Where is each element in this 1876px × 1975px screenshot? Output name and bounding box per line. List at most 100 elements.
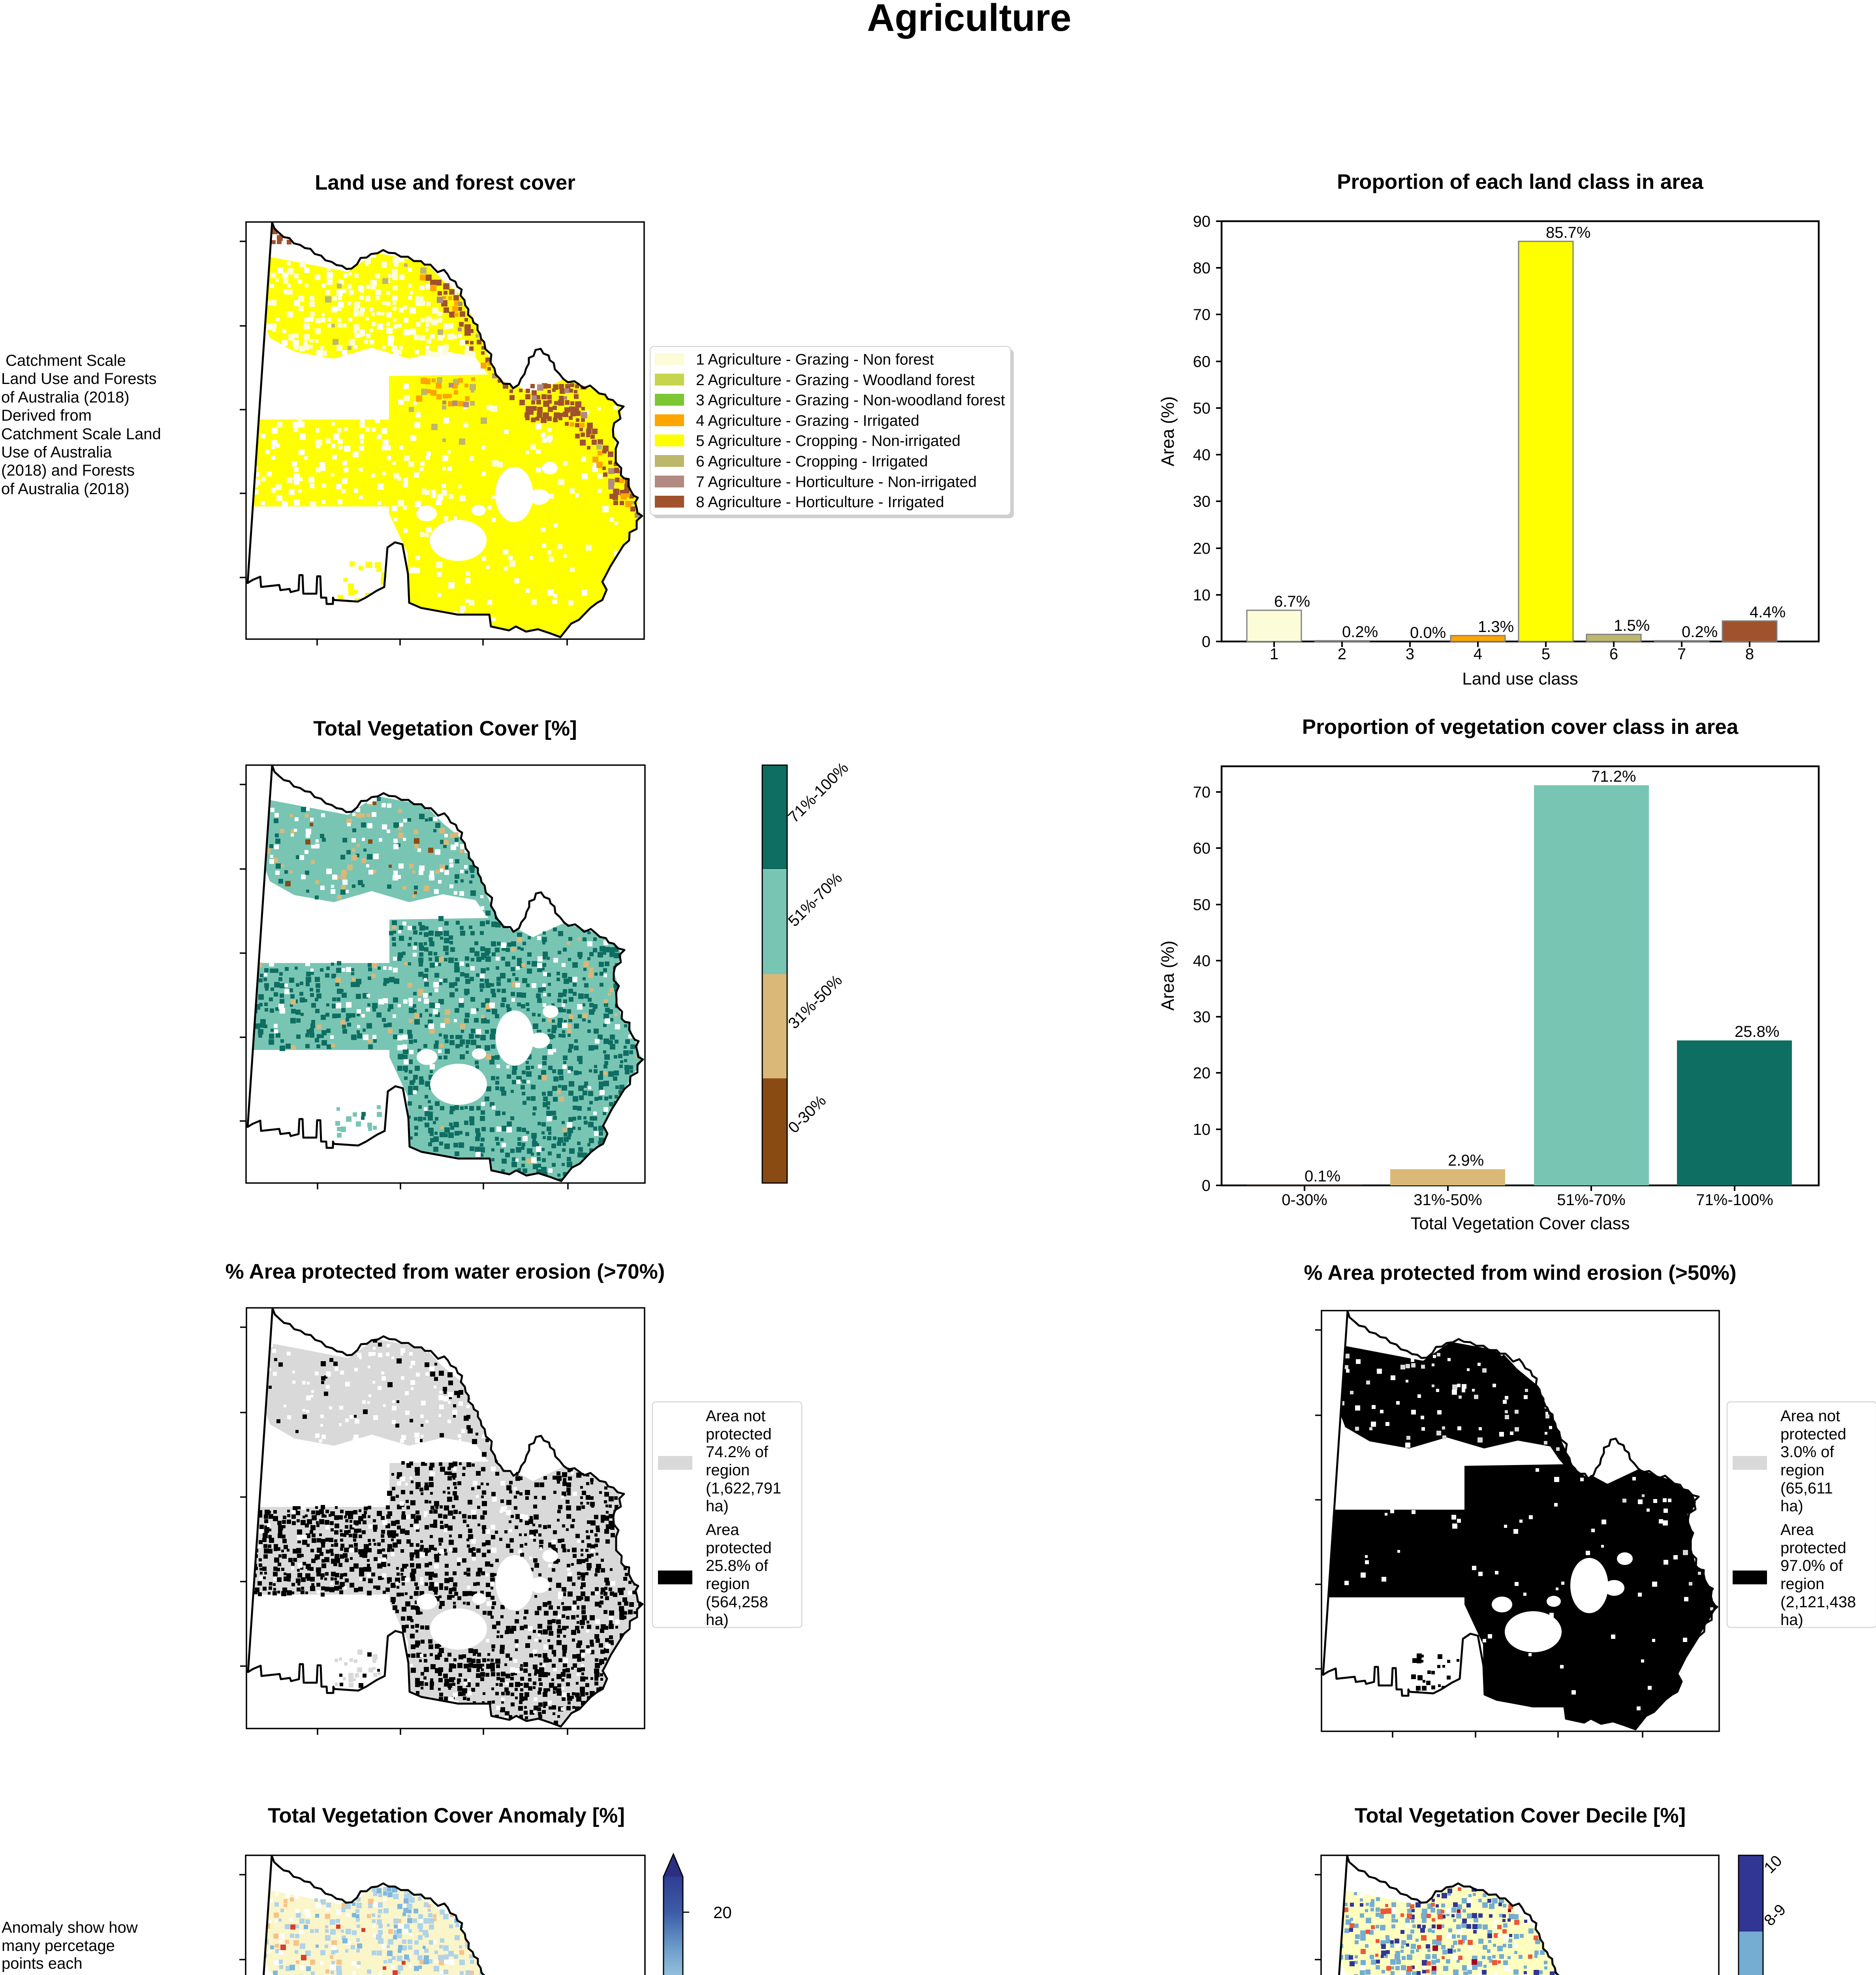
svg-text:ha): ha) (1780, 1611, 1803, 1629)
svg-text:4 Agriculture - Grazing - Irri: 4 Agriculture - Grazing - Irrigated (696, 412, 919, 429)
svg-text:6: 6 (1609, 645, 1618, 663)
svg-text:2: 2 (1338, 645, 1346, 663)
svg-text:points each: points each (2, 1955, 83, 1972)
svg-text:70: 70 (1193, 784, 1211, 801)
svg-text:protected: protected (706, 1539, 772, 1557)
svg-text:region: region (706, 1462, 750, 1479)
svg-text:Deciles show where the: Deciles show where the (802, 1973, 968, 1975)
svg-text:20: 20 (713, 1903, 732, 1922)
svg-text:3 Agriculture - Grazing - Non-: 3 Agriculture - Grazing - Non-woodland f… (696, 392, 1005, 409)
svg-text:31%-50%: 31%-50% (1414, 1191, 1482, 1209)
svg-text:Land use class: Land use class (1462, 669, 1578, 688)
svg-text:Total Vegetation Cover class: Total Vegetation Cover class (1410, 1214, 1630, 1233)
svg-text:71%-100%: 71%-100% (1696, 1191, 1773, 1209)
svg-text:0.2%: 0.2% (1342, 623, 1378, 641)
svg-text:5: 5 (1541, 645, 1550, 663)
svg-text:60: 60 (1193, 840, 1211, 857)
svg-text:Catchment Scale Land: Catchment Scale Land (1, 425, 161, 443)
svg-text:10: 10 (1193, 1121, 1211, 1138)
svg-text:pixel is from: pixel is from (2, 1973, 86, 1975)
svg-text:of Australia (2018): of Australia (2018) (1, 480, 130, 498)
svg-text:(564,258: (564,258 (706, 1593, 768, 1611)
svg-text:region: region (706, 1575, 750, 1593)
svg-text:(1,622,791: (1,622,791 (706, 1480, 781, 1497)
svg-text:74.2% of: 74.2% of (706, 1443, 769, 1461)
svg-text:Area (%): Area (%) (1158, 940, 1178, 1011)
svg-text:region: region (1780, 1575, 1824, 1593)
svg-text:8: 8 (1745, 645, 1754, 663)
svg-text:0: 0 (1202, 1177, 1211, 1194)
svg-text:Land Use and Forests: Land Use and Forests (1, 370, 157, 387)
svg-text:71.2%: 71.2% (1591, 768, 1636, 785)
svg-text:90: 90 (1193, 213, 1211, 230)
svg-text:1.3%: 1.3% (1478, 618, 1514, 636)
svg-text:20: 20 (1193, 1065, 1211, 1082)
svg-text:Total Vegetation Cover Anomaly: Total Vegetation Cover Anomaly [%] (268, 1804, 625, 1827)
svg-text:4.4%: 4.4% (1750, 604, 1786, 621)
svg-text:25.8%: 25.8% (1735, 1023, 1779, 1040)
svg-text:ha): ha) (706, 1497, 729, 1515)
svg-text:10: 10 (1193, 587, 1211, 604)
svg-text:Anomaly show how: Anomaly show how (2, 1919, 138, 1936)
svg-text:50: 50 (1193, 896, 1211, 914)
svg-text:7: 7 (1677, 645, 1686, 663)
svg-text:Total Vegetation Cover Decile: Total Vegetation Cover Decile [%] (1355, 1804, 1686, 1827)
svg-text:97.0% of: 97.0% of (1780, 1557, 1843, 1574)
svg-text:Area: Area (706, 1521, 739, 1539)
svg-text:protected: protected (1780, 1426, 1846, 1443)
svg-text:6 Agriculture - Cropping - Irr: 6 Agriculture - Cropping - Irrigated (696, 453, 928, 470)
svg-text:(65,611: (65,611 (1780, 1480, 1833, 1497)
svg-text:2.9%: 2.9% (1448, 1152, 1484, 1169)
svg-text:30: 30 (1193, 1008, 1211, 1026)
svg-text:0-30%: 0-30% (1282, 1191, 1327, 1209)
svg-text:1.5%: 1.5% (1614, 617, 1650, 634)
svg-text:5 Agriculture - Cropping - Non: 5 Agriculture - Cropping - Non-irrigated (696, 433, 961, 450)
svg-text:Agriculture: Agriculture (867, 0, 1071, 39)
svg-text:Total Vegetation Cover [%]: Total Vegetation Cover [%] (313, 717, 577, 740)
svg-text:40: 40 (1193, 446, 1211, 464)
svg-text:6.7%: 6.7% (1274, 593, 1310, 610)
svg-text:Derived from: Derived from (1, 407, 92, 424)
svg-text:(2018) and Forests: (2018) and Forests (1, 462, 135, 479)
svg-text:25.8% of: 25.8% of (706, 1557, 769, 1574)
svg-text:protected: protected (1780, 1539, 1846, 1557)
svg-text:region: region (1780, 1462, 1824, 1479)
svg-text:Proportion of each land class: Proportion of each land class in area (1337, 170, 1703, 194)
svg-text:ha): ha) (1780, 1497, 1803, 1515)
svg-text:% Area protected from wind ero: % Area protected from wind erosion (>50%… (1304, 1261, 1736, 1285)
svg-text:70: 70 (1193, 306, 1211, 324)
svg-text:Area not: Area not (1780, 1407, 1840, 1425)
svg-text:Area not: Area not (706, 1407, 765, 1425)
svg-text:7 Agriculture - Horticulture -: 7 Agriculture - Horticulture - Non-irrig… (696, 474, 977, 491)
svg-text:4: 4 (1474, 645, 1482, 663)
svg-text:Area (%): Area (%) (1158, 396, 1178, 466)
svg-text:many percetage: many percetage (2, 1937, 115, 1954)
svg-text:20: 20 (1193, 540, 1211, 557)
svg-text:1 Agriculture - Grazing - Non: 1 Agriculture - Grazing - Non forest (696, 351, 934, 368)
svg-text:3.0% of: 3.0% of (1780, 1443, 1835, 1461)
svg-text:Use of Australia: Use of Australia (1, 444, 112, 461)
svg-text:of Australia (2018): of Australia (2018) (1, 389, 130, 406)
svg-text:(2,121,438: (2,121,438 (1780, 1593, 1856, 1611)
svg-text:40: 40 (1193, 952, 1211, 970)
svg-text:Proportion of vegetation cover: Proportion of vegetation cover class in … (1302, 715, 1739, 739)
svg-text:2 Agriculture - Grazing - Wood: 2 Agriculture - Grazing - Woodland fores… (696, 372, 975, 389)
svg-text:Catchment Scale: Catchment Scale (1, 352, 126, 369)
svg-text:0.2%: 0.2% (1682, 623, 1718, 641)
svg-text:0: 0 (1202, 633, 1211, 651)
svg-text:80: 80 (1193, 260, 1211, 277)
svg-text:30: 30 (1193, 493, 1211, 510)
svg-text:0.1%: 0.1% (1305, 1168, 1340, 1185)
svg-text:51%-70%: 51%-70% (1557, 1191, 1625, 1209)
svg-text:1: 1 (1270, 645, 1278, 663)
svg-text:Land use and forest cover: Land use and forest cover (315, 171, 575, 194)
svg-text:0.0%: 0.0% (1410, 624, 1446, 641)
svg-text:85.7%: 85.7% (1546, 224, 1590, 241)
svg-text:% Area protected from water er: % Area protected from water erosion (>70… (226, 1260, 665, 1283)
svg-text:50: 50 (1193, 400, 1211, 417)
svg-text:8 Agriculture - Horticulture -: 8 Agriculture - Horticulture - Irrigated (696, 494, 944, 511)
svg-text:60: 60 (1193, 353, 1211, 371)
svg-text:protected: protected (706, 1426, 772, 1443)
svg-text:3: 3 (1406, 645, 1414, 663)
svg-text:ha): ha) (706, 1611, 729, 1629)
